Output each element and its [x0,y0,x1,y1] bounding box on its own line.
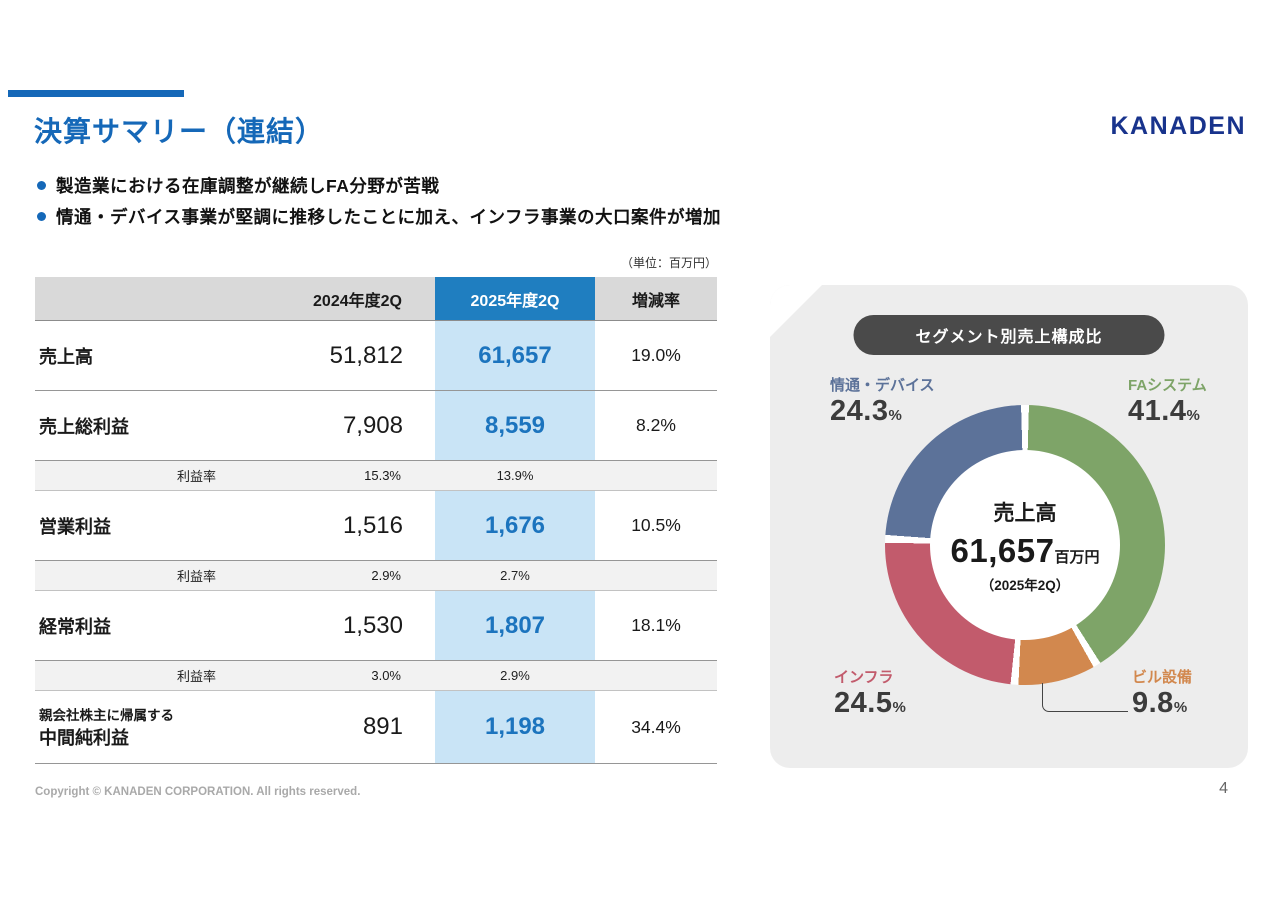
segment-value: 24.3 [830,394,889,427]
page-title: 決算サマリー（連結） [34,116,325,147]
table-row-operating-income: 営業利益 1,516 1,676 10.5% [35,491,717,561]
header-change-rate: 増減率 [595,277,717,320]
fy2025-value: 61,657 [435,321,595,390]
bullet-icon [37,181,46,190]
fy2024-value: 15.3% [364,468,401,483]
segment-name: インフラ [834,669,894,686]
table-row-operating-margin: 利益率 2.9% 2.7% [35,561,717,591]
percent-sign: % [1173,698,1188,716]
fy2024-value: 51,812 [329,341,403,369]
fy2025-value: 2.9% [500,668,530,683]
fy2025-value: 8,559 [435,391,595,460]
segment-label-fa-system: FAシステム 41.4% [1128,377,1207,427]
change-rate-value: 19.0% [631,345,681,365]
donut-center-label: 売上高 [993,501,1057,525]
change-rate-value: 18.1% [631,615,681,635]
panel-corner-cut [770,285,822,337]
percent-sign: % [888,406,902,424]
percent-sign: % [892,698,906,716]
segment-value: 24.5 [834,686,893,719]
fy2024-value: 891 [362,713,403,740]
fy2024-value: 1,530 [342,611,403,639]
segment-label-building: ビル設備 9.8% [1132,669,1193,719]
row-label: 利益率 [176,569,216,584]
segment-value: 9.8 [1132,686,1174,719]
bullet-item: 情通・デバイス事業が堅調に推移したことに加え、インフラ事業の大口案件が増加 [37,201,721,232]
table-row-gross-profit: 売上総利益 7,908 8,559 8.2% [35,391,717,461]
segment-chart-panel: セグメント別売上構成比 売上高 61,657百万円 （2025年2Q） 情通・デ… [770,285,1248,768]
summary-bullets: 製造業における在庫調整が継続しFA分野が苦戦 情通・デバイス事業が堅調に推移した… [37,170,721,232]
table-row-ordinary-income: 経常利益 1,530 1,807 18.1% [35,591,717,661]
table-header-row: 2024年度2Q 2025年度2Q 増減率 [35,277,717,321]
donut-center-value: 61,657 [950,531,1055,569]
fy2025-value: 1,676 [435,491,595,560]
bullet-text: 製造業における在庫調整が継続しFA分野が苦戦 [56,176,440,196]
fy2024-value: 3.0% [371,668,401,683]
kanaden-logo: KANADEN [1110,112,1246,140]
fy2025-value: 1,807 [435,591,595,660]
donut-center-value-row: 61,657百万円 [951,532,1100,570]
unit-note: （単位：百万円） [620,256,717,270]
header-empty [35,277,280,320]
change-rate-value [595,561,717,590]
fy2025-value: 13.9% [496,468,534,483]
row-label: 親会社株主に帰属する 中間純利益 [35,691,280,763]
copyright-text: Copyright © KANADEN CORPORATION. All rig… [35,786,361,798]
percent-sign: % [1186,406,1200,424]
donut-center: 売上高 61,657百万円 （2025年2Q） [930,450,1120,640]
fy2025-value: 2.7% [500,568,530,583]
bullet-item: 製造業における在庫調整が継続しFA分野が苦戦 [37,170,721,201]
segment-label-infra: インフラ 24.5% [834,669,906,719]
fy2024-value: 7,908 [342,411,403,439]
change-rate-value: 8.2% [636,415,676,435]
donut-center-unit: 百万円 [1054,548,1100,566]
table-row-interim-net-income: 親会社株主に帰属する 中間純利益 891 1,198 34.4% [35,691,717,764]
table-row-ordinary-margin: 利益率 3.0% 2.9% [35,661,717,691]
fy2025-value: 1,198 [435,691,595,763]
segment-name: 情通・デバイス [830,377,935,394]
donut-center-period: （2025年2Q） [980,577,1070,593]
title-accent-bar [8,90,184,97]
row-label: 売上総利益 [39,416,129,437]
bullet-icon [37,212,46,221]
change-rate-value: 34.4% [631,716,681,737]
segment-name: FAシステム [1128,377,1207,394]
financial-table: 2024年度2Q 2025年度2Q 増減率 売上高 51,812 61,657 … [35,277,717,764]
change-rate-value [595,661,717,690]
segment-name: ビル設備 [1132,669,1193,686]
row-label: 営業利益 [39,516,111,537]
row-label-line1: 親会社株主に帰属する [39,708,174,723]
segment-label-devices: 情通・デバイス 24.3% [830,377,935,427]
row-label: 利益率 [176,669,216,684]
fy2024-value: 2.9% [371,568,401,583]
table-row-gross-margin: 利益率 15.3% 13.9% [35,461,717,491]
row-label: 利益率 [176,469,216,484]
chart-title-badge: セグメント別売上構成比 [853,315,1165,355]
change-rate-value [595,461,717,490]
header-fy2024: 2024年度2Q [280,277,435,320]
row-label: 売上高 [39,346,93,367]
row-label: 経常利益 [39,616,111,637]
bullet-text: 情通・デバイス事業が堅調に推移したことに加え、インフラ事業の大口案件が増加 [56,207,721,227]
segment-value: 41.4 [1128,394,1187,427]
page-number: 4 [1219,780,1228,797]
change-rate-value: 10.5% [631,515,681,535]
building-label-connector [1042,683,1128,712]
row-label-line2: 中間純利益 [39,728,129,748]
header-fy2025: 2025年度2Q [435,277,595,320]
fy2024-value: 1,516 [342,511,403,539]
table-row-net-sales: 売上高 51,812 61,657 19.0% [35,321,717,391]
